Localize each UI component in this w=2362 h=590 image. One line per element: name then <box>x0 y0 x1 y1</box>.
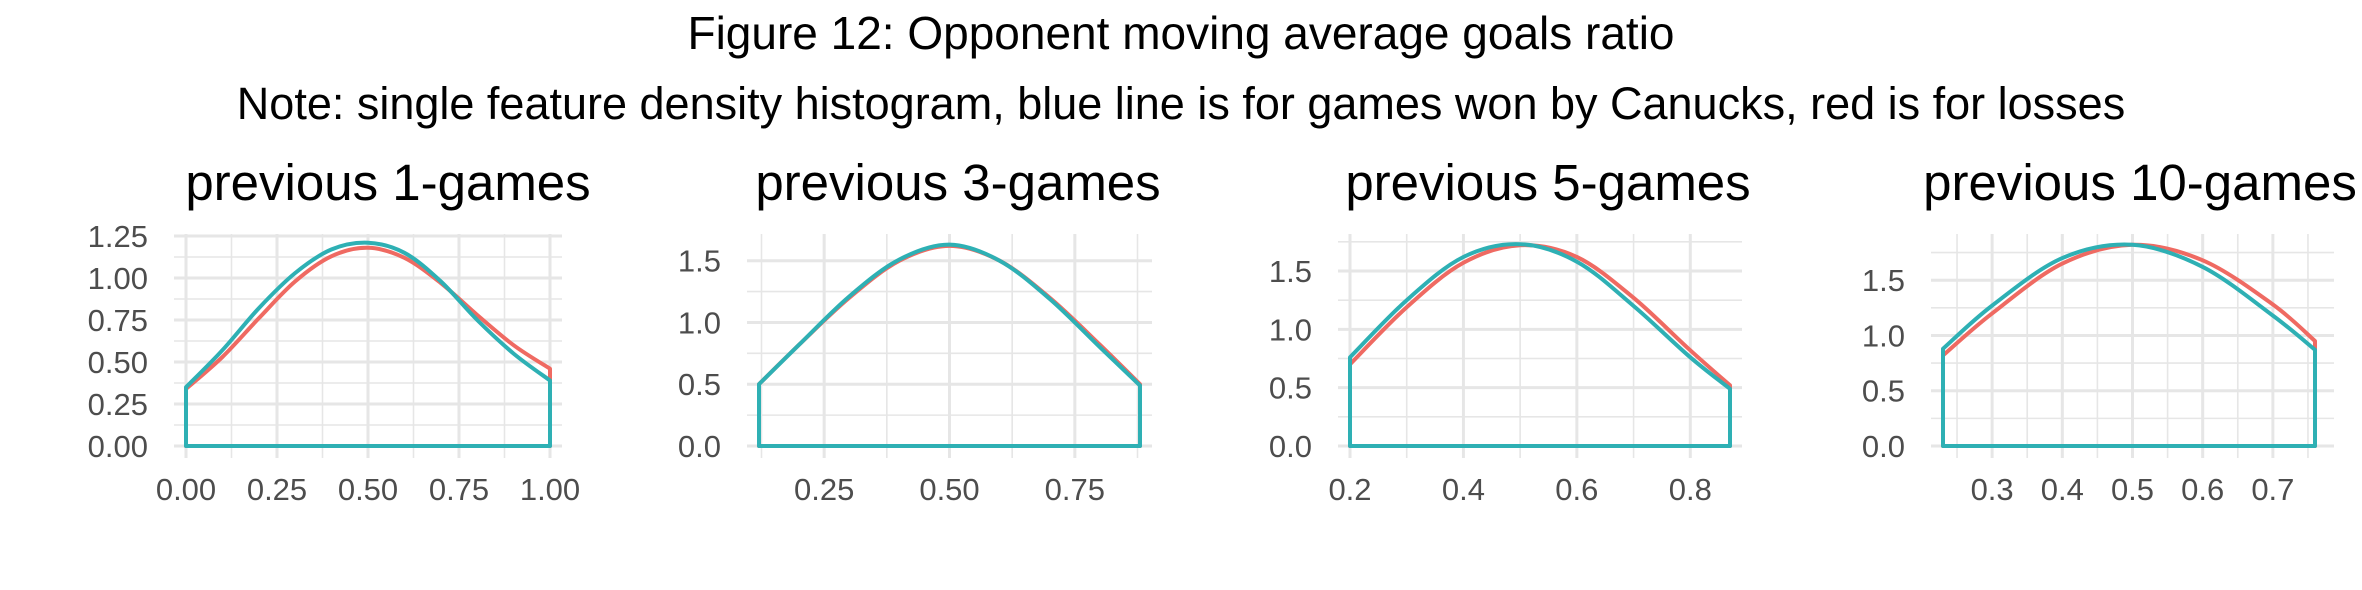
figure-note: Note: single feature density histogram, … <box>236 78 2126 129</box>
y-tick-label: 1.0 <box>1269 312 1312 347</box>
y-tick-label: 1.25 <box>88 219 148 254</box>
y-tick-label: 0.75 <box>88 303 148 338</box>
wins-density-line <box>1348 242 1732 448</box>
panel-4: previous 10-games 0.0 0.5 1.0 1.5 0.3 0.4 0.5 0.… <box>1862 154 2357 507</box>
x-tick-label: 0.50 <box>919 472 979 507</box>
y-tick-label: 1.0 <box>678 305 721 340</box>
x-tick-label: 1.00 <box>520 472 580 507</box>
panel-1: previous 1-games 0.00 0.25 0.50 0.75 1.00 1.25… <box>88 154 591 507</box>
y-tick-label: 1.5 <box>678 244 721 279</box>
x-tick-label: 0.7 <box>2251 472 2294 507</box>
y-tick-label: 0.5 <box>1862 374 1905 409</box>
y-tick-label: 1.00 <box>88 261 148 296</box>
wins-density-line <box>184 240 552 448</box>
y-tick-label: 1.5 <box>1269 254 1312 289</box>
x-tick-label: 0.2 <box>1328 472 1371 507</box>
figure-title: Figure 12: Opponent moving average goals… <box>687 7 1675 59</box>
x-tick-label: 0.00 <box>156 472 216 507</box>
panel-title: previous 5-games <box>1345 154 1750 211</box>
y-tick-label: 0.5 <box>678 367 721 402</box>
panel-2: previous 3-games 0.0 0.5 1.0 1.5 0.25 0.50 0.75 <box>678 154 1161 507</box>
x-tick-label: 0.50 <box>338 472 398 507</box>
y-tick-label: 0.00 <box>88 429 148 464</box>
x-tick-label: 0.75 <box>1045 472 1105 507</box>
x-tick-label: 0.6 <box>2181 472 2224 507</box>
panel-3: previous 5-games 0.0 0.5 1.0 1.5 0.2 0.4 0.6 0.8 <box>1269 154 1751 507</box>
losses-density-line <box>1348 243 1732 448</box>
y-tick-label: 0.0 <box>1269 429 1312 464</box>
x-tick-label: 0.5 <box>2111 472 2154 507</box>
x-tick-label: 0.8 <box>1669 472 1712 507</box>
x-tick-label: 0.3 <box>1971 472 2014 507</box>
losses-density-line <box>1941 242 2317 448</box>
panel-title: previous 1-games <box>185 154 590 211</box>
x-tick-label: 0.4 <box>2041 472 2084 507</box>
wins-density-line <box>1941 242 2317 448</box>
losses-density-line <box>184 245 552 448</box>
panel-title: previous 10-games <box>1923 154 2357 211</box>
y-tick-label: 0.25 <box>88 387 148 422</box>
x-tick-label: 0.25 <box>247 472 307 507</box>
x-tick-label: 0.6 <box>1555 472 1598 507</box>
x-tick-label: 0.4 <box>1442 472 1485 507</box>
y-tick-label: 0.0 <box>678 429 721 464</box>
wins-density-line <box>757 242 1142 448</box>
y-tick-label: 1.5 <box>1862 263 1905 298</box>
x-tick-label: 0.25 <box>794 472 854 507</box>
y-tick-label: 0.5 <box>1269 371 1312 406</box>
panel-title: previous 3-games <box>755 154 1160 211</box>
y-tick-label: 0.0 <box>1862 429 1905 464</box>
y-tick-label: 0.50 <box>88 345 148 380</box>
y-tick-label: 1.0 <box>1862 318 1905 353</box>
x-tick-label: 0.75 <box>429 472 489 507</box>
